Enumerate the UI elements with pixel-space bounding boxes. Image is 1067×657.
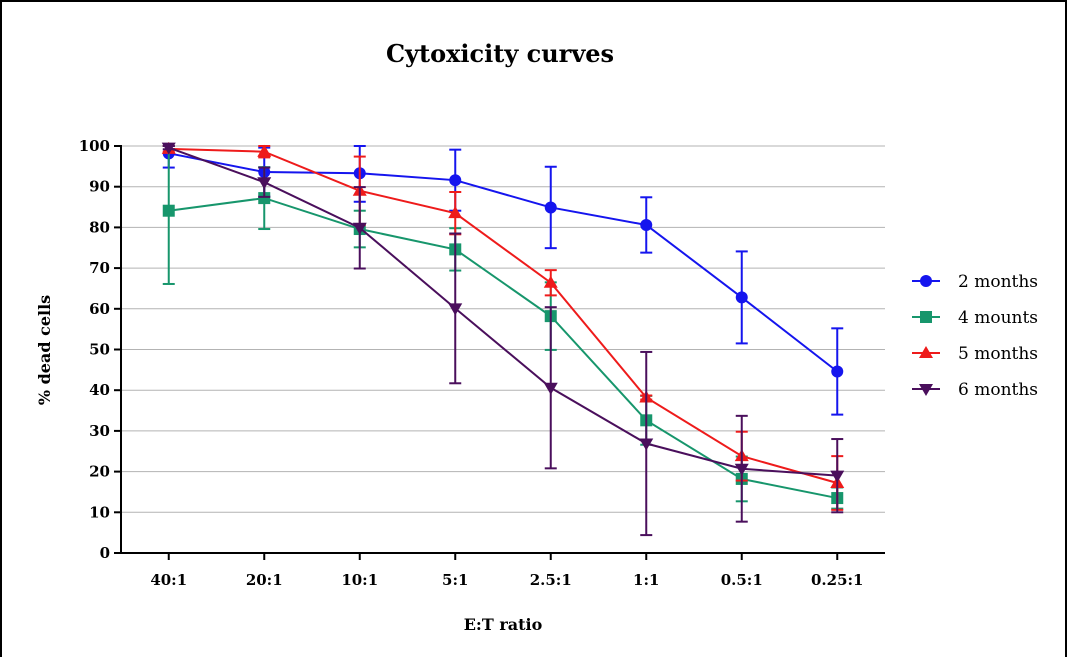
- data-point: [448, 303, 463, 316]
- y-tick-label: 40: [89, 381, 110, 399]
- y-tick-label: 80: [89, 218, 110, 236]
- data-point: [448, 206, 463, 219]
- data-point: [734, 463, 749, 476]
- legend-marker: [919, 346, 933, 358]
- y-axis-label: % dead cells: [35, 295, 54, 405]
- legend: 2 months 4 mounts 5 months 6 months: [912, 272, 1038, 400]
- series-line: [168, 147, 838, 484]
- y-tick-label: 0: [100, 544, 110, 562]
- data-point: [352, 222, 367, 235]
- legend-item-4-mounts: 4 mounts: [912, 308, 1038, 328]
- series-line: [168, 197, 838, 500]
- x-axis-label: E:T ratio: [464, 615, 543, 634]
- data-point: [639, 438, 654, 451]
- chart-title: Cytoxicity curves: [386, 39, 614, 68]
- series-6-months: [161, 142, 845, 537]
- series-line: [168, 146, 838, 477]
- y-tick-label: 90: [89, 178, 110, 196]
- y-tick-label: 100: [79, 137, 110, 155]
- y-tick-label: 60: [89, 300, 110, 318]
- data-point: [161, 142, 176, 155]
- legend-label: 4 mounts: [958, 308, 1038, 328]
- y-tick-label: 20: [89, 463, 110, 481]
- axes: 0 10 20 30 40 50 60 70 80 90 100 40:1 20:1 10:1 5:1 2.5…: [79, 137, 885, 589]
- gridlines: [121, 145, 885, 513]
- legend-item-5-months: 5 months: [912, 344, 1038, 364]
- legend-item-2-months: 2 months: [912, 272, 1038, 292]
- legend-label: 6 months: [958, 380, 1038, 400]
- data-point: [162, 204, 175, 217]
- y-tick-label: 30: [89, 422, 110, 440]
- data-point: [544, 201, 557, 214]
- data-point: [449, 174, 462, 187]
- data-point: [543, 275, 558, 288]
- x-tick-label: 5:1: [442, 571, 468, 589]
- x-tick-label: 10:1: [341, 571, 378, 589]
- data-point: [831, 365, 844, 378]
- legend-marker: [920, 275, 932, 287]
- x-tick-label: 2.5:1: [530, 571, 572, 589]
- x-tick-label: 1:1: [633, 571, 659, 589]
- legend-marker: [919, 384, 933, 396]
- data-point: [543, 382, 558, 395]
- data-point: [257, 144, 272, 157]
- x-tick-label: 20:1: [246, 571, 283, 589]
- y-tick-label: 70: [89, 259, 110, 277]
- y-tick-label: 10: [89, 503, 110, 521]
- data-point: [735, 291, 748, 304]
- y-tick-label: 50: [89, 341, 110, 359]
- x-tick-label: 0.5:1: [721, 571, 763, 589]
- series-group: [161, 141, 845, 537]
- series-line: [168, 152, 838, 373]
- legend-label: 5 months: [958, 344, 1038, 364]
- data-point: [258, 192, 271, 205]
- data-point: [830, 470, 845, 483]
- legend-label: 2 months: [958, 272, 1038, 292]
- x-tick-label: 0.25:1: [811, 571, 864, 589]
- x-tick-label: 40:1: [150, 571, 187, 589]
- legend-item-6-months: 6 months: [912, 380, 1038, 400]
- legend-marker: [920, 311, 932, 323]
- data-point: [640, 218, 653, 231]
- data-point: [257, 177, 272, 190]
